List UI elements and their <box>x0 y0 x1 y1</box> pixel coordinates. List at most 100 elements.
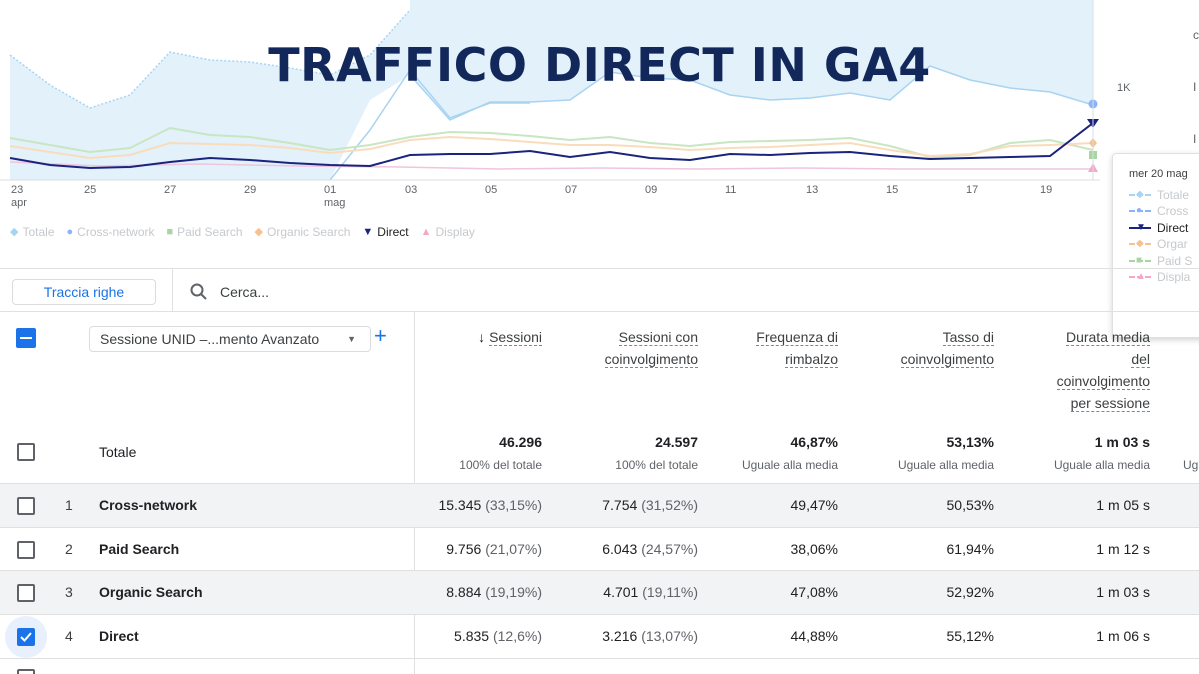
row-rank: 4 <box>65 628 73 644</box>
header-engaged-sessions-line2: coinvolgimento <box>604 351 698 368</box>
cell-engaged-value: 7.754 <box>602 497 638 513</box>
cell-avg: 1 m 06 s <box>1096 628 1150 644</box>
cell-sessions-pct: (21,07%) <box>485 541 542 557</box>
header-avg-engagement[interactable]: Durata media del coinvolgimento per sess… <box>1030 326 1150 414</box>
cell-engaged-value: 4.701 <box>603 584 639 600</box>
cell-bounce: 49,47% <box>790 497 838 513</box>
cell-engaged: 4.701 (19,11%) <box>558 584 698 600</box>
dimension-dropdown[interactable]: Sessione UNID –...mento Avanzato ▼ <box>89 326 371 352</box>
header-sessions[interactable]: ↓ Sessioni <box>420 326 542 348</box>
tooltip-row: ▼ Direct <box>1129 220 1199 235</box>
circle-icon: ● <box>66 226 74 238</box>
tooltip-row-label: Direct <box>1157 220 1189 235</box>
x-tick: 09 <box>645 184 658 196</box>
header-bounce-rate-line2: rimbalzo <box>785 351 838 368</box>
tooltip-swatch-icon: ■ <box>1129 255 1151 266</box>
cell-avg: 1 m 03 s <box>1096 584 1150 600</box>
cell-sessions-value: 15.345 <box>438 497 482 513</box>
diamond-icon: ◆ <box>254 226 264 238</box>
header-bounce-rate[interactable]: Frequenza di rimbalzo <box>720 326 838 370</box>
totals-avg-engagement-sub: Uguale alla media <box>1053 458 1150 472</box>
x-tick: 13 <box>806 184 819 196</box>
legend-item[interactable]: ● Cross-network <box>67 225 155 239</box>
select-all-checkbox[interactable] <box>16 328 36 348</box>
row-checkbox[interactable] <box>17 628 35 646</box>
x-tick: 07 <box>565 184 578 196</box>
legend-label: Cross-network <box>77 225 155 239</box>
totals-checkbox[interactable] <box>17 443 35 461</box>
cell-engaged-pct: (24,57%) <box>641 541 698 557</box>
row-checkbox[interactable] <box>17 584 35 602</box>
cell-engaged: 6.043 (24,57%) <box>558 541 698 557</box>
cell-sessions: 15.345 (33,15%) <box>400 497 542 513</box>
legend-item[interactable]: ■ Paid Search <box>167 225 243 239</box>
header-engagement-rate-line2: coinvolgimento <box>900 351 994 368</box>
chevron-down-icon: ▼ <box>347 334 356 344</box>
cell-engagement-rate: 55,12% <box>946 628 994 644</box>
cell-engagement-rate: 50,53% <box>946 497 994 513</box>
totals-bounce: 46,87% <box>790 434 838 450</box>
header-sessions-label: Sessioni <box>489 329 542 346</box>
tooltip-swatch-icon: ▼ <box>1129 222 1151 233</box>
add-dimension-button[interactable]: + <box>374 323 387 348</box>
table-toolbar: Traccia righe <box>0 268 1199 312</box>
cell-bounce: 47,08% <box>790 584 838 600</box>
overlay-title: TRAFFICO DIRECT IN GA4 <box>268 38 931 92</box>
header-engaged-sessions-line1: Sessioni con <box>618 329 698 346</box>
cell-bounce: 44,88% <box>790 628 838 644</box>
cell-sessions-value: 9.756 <box>446 541 482 557</box>
table-row[interactable]: 3 Organic Search 8.884 (19,19%) 4.701 (19,1… <box>0 570 1199 614</box>
table-row-partial <box>0 658 1199 674</box>
cell-engagement-rate: 61,94% <box>946 541 994 557</box>
x-tick: 25 <box>84 184 97 196</box>
row-dimension: Cross-network <box>99 497 198 513</box>
header-engaged-sessions[interactable]: Sessioni con coinvolgimento <box>560 326 698 370</box>
cell-sessions-value: 8.884 <box>446 584 482 600</box>
header-engagement-rate[interactable]: Tasso di coinvolgimento <box>860 326 994 370</box>
tooltip-row-label: Totale <box>1157 187 1190 202</box>
table-row[interactable]: 1 Cross-network 15.345 (33,15%) 7.754 (31,5… <box>0 483 1199 527</box>
legend-item[interactable]: ◆ Organic Search <box>255 225 351 239</box>
chart-canvas <box>0 0 1100 181</box>
tooltip-row: ◆ Orgar <box>1129 237 1199 252</box>
cell-bounce: 38,06% <box>790 541 838 557</box>
search-input[interactable] <box>220 281 520 303</box>
table-row[interactable]: 4 Direct 5.835 (12,6%) 3.216 (13,07%) 44,88%… <box>0 614 1199 658</box>
cell-sessions-pct: (12,6%) <box>492 628 542 644</box>
tooltip-date: mer 20 mag <box>1129 168 1188 180</box>
tooltip-swatch-icon: ● <box>1129 206 1151 216</box>
legend-label: Organic Search <box>267 225 351 239</box>
table-row[interactable]: 2 Paid Search 9.756 (21,07%) 6.043 (24,57%)… <box>0 527 1199 571</box>
legend-item[interactable]: ▲ Display <box>421 225 475 239</box>
tooltip-rows: ◆ Totale ● Cross ▼ Direct ◆ Orgar ■ Paid S ▲ Displa <box>1129 187 1199 285</box>
tooltip-row-label: Orgar <box>1157 237 1188 251</box>
search-icon[interactable] <box>189 282 209 302</box>
tooltip-row: ● Cross <box>1129 204 1199 219</box>
series-organic-search-line <box>9 135 1094 160</box>
sort-down-arrow-icon: ↓ <box>478 329 486 345</box>
x-tick-sub: mag <box>324 197 346 209</box>
totals-engaged: 24.597 <box>655 434 698 450</box>
chart-tooltip: mer 20 mag ◆ Totale ● Cross ▼ Direct ◆ Orgar ■ Pa… <box>1112 153 1199 338</box>
check-icon <box>20 632 32 642</box>
legend-item[interactable]: ▼ Direct <box>362 225 408 239</box>
legend-item[interactable]: ◆ Totale <box>10 225 55 239</box>
cell-sessions: 8.884 (19,19%) <box>400 584 542 600</box>
dimension-dropdown-label: Sessione UNID –...mento Avanzato <box>100 331 320 347</box>
header-avg-engagement-line2: del <box>1131 351 1150 368</box>
row-checkbox[interactable] <box>17 669 35 674</box>
totals-engagement-rate-sub: Uguale alla media <box>897 458 994 472</box>
row-checkbox[interactable] <box>17 497 35 515</box>
cell-avg: 1 m 12 s <box>1096 541 1150 557</box>
plot-rows-button[interactable]: Traccia righe <box>12 279 156 305</box>
row-rank: 2 <box>65 541 73 557</box>
x-tick-sub: apr <box>11 197 27 209</box>
toolbar-divider <box>172 269 173 312</box>
x-tick: 19 <box>1040 184 1053 196</box>
x-tick: 29 <box>244 184 257 196</box>
chart-legend: ◆ Totale ● Cross-network ■ Paid Search ◆ Organi… <box>10 225 475 239</box>
row-rank: 3 <box>65 584 73 600</box>
row-dimension: Organic Search <box>99 584 203 600</box>
cell-sessions-pct: (33,15%) <box>485 497 542 513</box>
row-checkbox[interactable] <box>17 541 35 559</box>
